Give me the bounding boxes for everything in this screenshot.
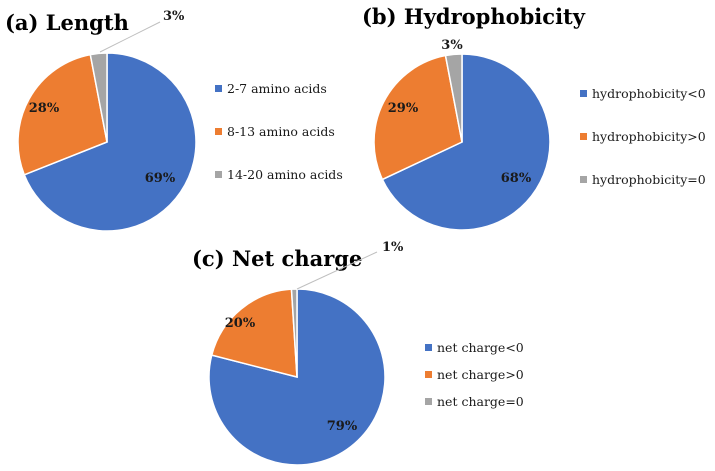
legend-swatch — [425, 371, 432, 378]
leader-line — [296, 251, 378, 290]
pie-chart-length: (a) Length 69% 28% 3% 2-7 amino acids 8-13 … — [5, 9, 343, 232]
data-label: 20% — [225, 316, 256, 331]
legend-label: hydrophobicity<0 — [592, 86, 706, 101]
chart-legend: hydrophobicity<0 hydrophobicity>0 hydropho… — [580, 86, 706, 187]
pie-slice-3 — [290, 288, 298, 378]
pie-chart-net-charge: (c) Net charge 79%20%1% net charge<0net … — [192, 240, 524, 466]
legend-swatch — [215, 85, 222, 92]
data-label: 3% — [163, 9, 185, 24]
legend-label: 8-13 amino acids — [227, 124, 335, 139]
legend-swatch — [425, 344, 432, 351]
pie-slice-2 — [17, 53, 108, 176]
data-label: 28% — [29, 101, 60, 116]
chart-legend: 2-7 amino acids 8-13 amino acids 14-20 ami… — [215, 81, 343, 182]
data-label: 79% — [327, 419, 358, 434]
legend-label: 14-20 amino acids — [227, 167, 343, 182]
legend-swatch — [580, 176, 587, 183]
chart-legend: net charge<0 net charge>0 net charge=0 — [425, 340, 524, 409]
chart-title: (c) Net charge — [192, 246, 362, 271]
data-label: 29% — [388, 101, 419, 116]
pie-slice-2 — [210, 288, 298, 378]
legend-swatch — [215, 171, 222, 178]
data-label: 69% — [145, 171, 176, 186]
pie-slice-2 — [373, 54, 463, 181]
pie-slice-3 — [89, 52, 108, 143]
legend-swatch — [580, 133, 587, 140]
legend-label: 2-7 amino acids — [227, 81, 327, 96]
legend-swatch — [215, 128, 222, 135]
legend-label: net charge=0 — [437, 394, 524, 409]
pie-slice-1 — [208, 288, 386, 466]
leader-line — [99, 21, 161, 53]
pie-chart-hydrophobicity: (b) Hydrophobicity 68% 29% 3% hydrophobici… — [362, 4, 706, 231]
pie-slice-3 — [444, 53, 463, 143]
chart-title: (b) Hydrophobicity — [362, 4, 586, 29]
legend-label: net charge<0 — [437, 340, 524, 355]
legend-swatch — [580, 90, 587, 97]
legend-label: hydrophobicity=0 — [592, 172, 706, 187]
legend-label: hydrophobicity>0 — [592, 129, 706, 144]
data-label: 3% — [441, 38, 463, 53]
data-label: 1% — [382, 240, 404, 255]
chart-title: (a) Length — [5, 10, 129, 35]
legend-swatch — [425, 398, 432, 405]
data-label: 68% — [501, 171, 532, 186]
pie-slice-1 — [23, 52, 197, 232]
legend-label: net charge>0 — [437, 367, 524, 382]
pie-slice-1 — [381, 53, 551, 231]
